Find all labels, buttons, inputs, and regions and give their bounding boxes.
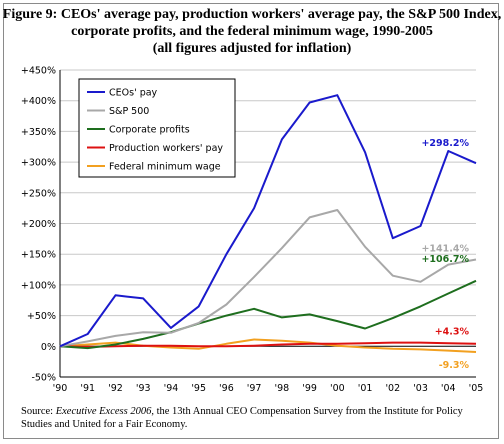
x-tick-label: '98 bbox=[275, 383, 290, 394]
legend: CEOs' pay S&P 500 Corporate profits Product… bbox=[78, 78, 236, 178]
end-label-2: +106.7% bbox=[421, 254, 469, 265]
x-tick-label: '04 bbox=[441, 383, 456, 394]
y-tick-label: +450% bbox=[21, 66, 56, 77]
axis-layer: -50% 0% +50% +100% +150% +200% +250% +300% +350%… bbox=[21, 66, 483, 395]
source-title: Executive Excess 2006 bbox=[55, 406, 152, 417]
title-line-2: corporate profits, and the federal minim… bbox=[71, 24, 433, 39]
end-label-layer: +298.2% +141.4%+106.7% +4.3% -9.3% bbox=[421, 138, 469, 371]
x-tick-label: '90 bbox=[53, 383, 68, 394]
y-tick-label: -50% bbox=[31, 373, 56, 384]
series-line-0 bbox=[59, 94, 477, 348]
x-tick-label: '03 bbox=[413, 383, 428, 394]
series-line-3 bbox=[59, 341, 477, 348]
series-layer bbox=[59, 94, 477, 353]
end-label-4: -9.3% bbox=[439, 360, 470, 371]
x-tick-label: '99 bbox=[302, 383, 317, 394]
legend-label-1: S&P 500 bbox=[109, 106, 149, 117]
title-line-3: (all figures adjusted for inflation) bbox=[152, 41, 352, 56]
series-line-1 bbox=[59, 209, 477, 348]
x-tick-label: '95 bbox=[191, 383, 206, 394]
y-tick-label: +400% bbox=[21, 96, 56, 107]
x-tick-label: '93 bbox=[136, 383, 151, 394]
legend-label-0: CEOs' pay bbox=[109, 88, 158, 99]
legend-label-2: Corporate profits bbox=[109, 125, 190, 136]
x-tick-label: '96 bbox=[219, 383, 234, 394]
end-label-3: +4.3% bbox=[435, 327, 470, 338]
source-rest: , the 13th Annual CEO Compensation Surve… bbox=[21, 406, 463, 430]
source-prefix: Source: bbox=[21, 406, 56, 417]
y-tick-label: +200% bbox=[21, 219, 56, 230]
x-tick-label: '02 bbox=[385, 383, 400, 394]
y-tick-label: +250% bbox=[21, 188, 56, 199]
y-tick-label: 0% bbox=[41, 342, 56, 353]
x-tick-label: '05 bbox=[469, 383, 484, 394]
x-tick-label: '91 bbox=[80, 383, 95, 394]
y-tick-label: +150% bbox=[21, 250, 56, 261]
series-line-2 bbox=[59, 279, 477, 350]
chart-title: Figure 9: CEOs' average pay, production … bbox=[0, 6, 504, 57]
source-note: Source: Executive Excess 2006, the 13th … bbox=[21, 405, 491, 431]
x-tick-label: '92 bbox=[108, 383, 123, 394]
x-tick-label: '97 bbox=[247, 383, 262, 394]
y-tick-label: +100% bbox=[21, 280, 56, 291]
legend-label-3: Production workers' pay bbox=[109, 143, 223, 154]
title-line-1: Figure 9: CEOs' average pay, production … bbox=[2, 7, 502, 22]
y-tick-label: +50% bbox=[27, 311, 56, 322]
y-tick-label: +350% bbox=[21, 127, 56, 138]
end-label-0: +298.2% bbox=[421, 138, 469, 149]
end-label-1: +141.4% bbox=[421, 243, 469, 254]
x-tick-label: '94 bbox=[164, 383, 179, 394]
series-line-4 bbox=[59, 338, 477, 353]
x-tick-label: '00 bbox=[330, 383, 345, 394]
x-tick-label: '01 bbox=[358, 383, 373, 394]
y-tick-label: +300% bbox=[21, 158, 56, 169]
legend-label-4: Federal minimum wage bbox=[109, 162, 221, 173]
